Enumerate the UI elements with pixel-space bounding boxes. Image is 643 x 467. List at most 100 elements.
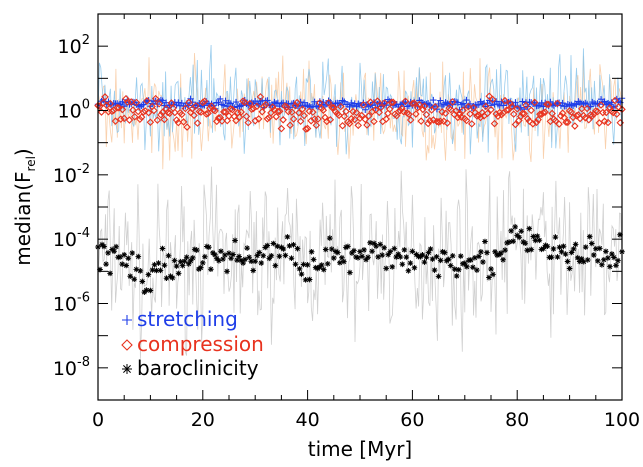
data-point-baroclinicity	[486, 274, 492, 281]
data-point-baroclinicity	[439, 248, 446, 255]
data-point-baroclinicity	[451, 266, 458, 272]
data-point-compression	[405, 110, 413, 118]
data-point-baroclinicity	[597, 245, 603, 252]
data-point-compression	[364, 112, 373, 120]
data-point-compression	[137, 113, 146, 121]
data-point-compression	[211, 106, 219, 115]
data-point-stretching	[320, 98, 327, 106]
data-point-baroclinicity	[127, 273, 134, 280]
data-point-baroclinicity	[447, 262, 454, 269]
data-point-stretching	[463, 96, 470, 104]
data-point-compression	[420, 102, 429, 110]
data-point-compression	[261, 100, 270, 109]
y-tick-label: 102	[58, 33, 90, 58]
data-point-compression	[183, 123, 191, 131]
legend-marker-baroclinicity	[122, 364, 132, 374]
data-point-baroclinicity	[468, 257, 474, 263]
data-point-baroclinicity	[568, 249, 575, 256]
data-point-compression	[324, 99, 333, 107]
data-point-baroclinicity	[423, 254, 430, 261]
data-point-baroclinicity	[173, 263, 180, 269]
y-axis-label-subscript: rel	[24, 156, 38, 171]
legend-item-baroclinicity: baroclinicity	[122, 356, 259, 380]
data-point-stretching	[196, 99, 203, 107]
data-point-baroclinicity	[580, 258, 587, 265]
data-point-baroclinicity	[147, 287, 154, 294]
data-point-baroclinicity	[304, 262, 311, 268]
data-point-compression	[408, 99, 417, 108]
data-point-compression	[345, 119, 354, 128]
data-point-compression	[406, 116, 415, 124]
data-point-baroclinicity	[437, 257, 444, 264]
data-point-baroclinicity	[266, 255, 273, 262]
data-point-compression	[314, 115, 322, 123]
data-point-baroclinicity	[284, 234, 291, 240]
data-point-baroclinicity	[554, 254, 561, 260]
data-point-compression	[459, 106, 467, 115]
data-point-compression	[300, 111, 308, 120]
data-point-baroclinicity	[464, 263, 470, 270]
data-point-compression	[274, 107, 282, 116]
data-point-compression	[258, 108, 266, 116]
data-point-compression	[593, 107, 602, 116]
data-point-compression	[190, 111, 198, 120]
data-point-compression	[275, 107, 284, 116]
data-point-baroclinicity	[552, 234, 559, 240]
data-point-baroclinicity	[193, 247, 200, 253]
data-point-compression	[357, 111, 366, 120]
data-point-baroclinicity	[296, 266, 303, 272]
data-point-compression	[506, 99, 514, 108]
data-point-compression	[544, 100, 553, 109]
data-point-baroclinicity	[433, 253, 440, 260]
data-point-compression	[225, 112, 233, 120]
data-point-baroclinicity	[399, 261, 406, 268]
y-tick-label: 10-8	[53, 355, 90, 380]
data-point-compression	[417, 117, 425, 125]
data-point-baroclinicity	[462, 260, 468, 267]
data-point-compression	[279, 116, 287, 124]
data-point-baroclinicity	[240, 260, 246, 266]
data-point-compression	[206, 104, 214, 112]
legend-item-stretching: stretching	[122, 307, 238, 331]
data-point-compression	[118, 105, 127, 114]
data-point-baroclinicity	[427, 246, 434, 252]
data-point-stretching	[362, 106, 369, 113]
x-tick-label: 100	[604, 409, 640, 431]
data-point-baroclinicity	[445, 256, 452, 263]
data-point-compression	[193, 119, 202, 127]
data-point-compression	[195, 107, 204, 116]
data-point-baroclinicity	[280, 246, 287, 252]
data-point-compression	[221, 108, 230, 116]
data-point-compression	[429, 116, 438, 124]
data-point-compression	[289, 115, 298, 123]
data-point-compression	[144, 108, 153, 117]
data-point-compression	[548, 109, 556, 118]
data-point-baroclinicity	[570, 246, 577, 252]
data-point-compression	[226, 105, 235, 113]
data-point-compression	[534, 115, 542, 124]
data-point-baroclinicity	[590, 252, 597, 258]
data-point-baroclinicity	[550, 246, 557, 252]
data-point-baroclinicity	[236, 253, 242, 260]
data-point-baroclinicity	[292, 261, 299, 268]
data-point-compression	[569, 113, 577, 122]
data-point-compression	[469, 103, 478, 112]
data-point-compression	[335, 111, 343, 120]
data-point-baroclinicity	[117, 254, 123, 260]
data-point-baroclinicity	[179, 262, 186, 269]
data-point-baroclinicity	[238, 257, 244, 264]
y-axis: 10-8 10-6 10-4 10-2 100 102	[53, 13, 622, 401]
data-point-compression	[588, 112, 597, 120]
data-point-compression	[171, 108, 179, 117]
data-point-baroclinicity	[459, 260, 466, 267]
legend-marker-stretching	[122, 315, 132, 325]
data-point-baroclinicity	[113, 243, 119, 250]
data-point-compression	[370, 117, 378, 126]
data-point-compression	[483, 109, 492, 118]
data-point-baroclinicity	[326, 235, 333, 241]
data-point-compression	[522, 101, 530, 110]
data-point-baroclinicity	[208, 266, 214, 273]
data-point-baroclinicity	[139, 278, 146, 285]
data-point-baroclinicity	[298, 271, 305, 277]
y-axis-label: median(Frel)	[11, 148, 38, 265]
